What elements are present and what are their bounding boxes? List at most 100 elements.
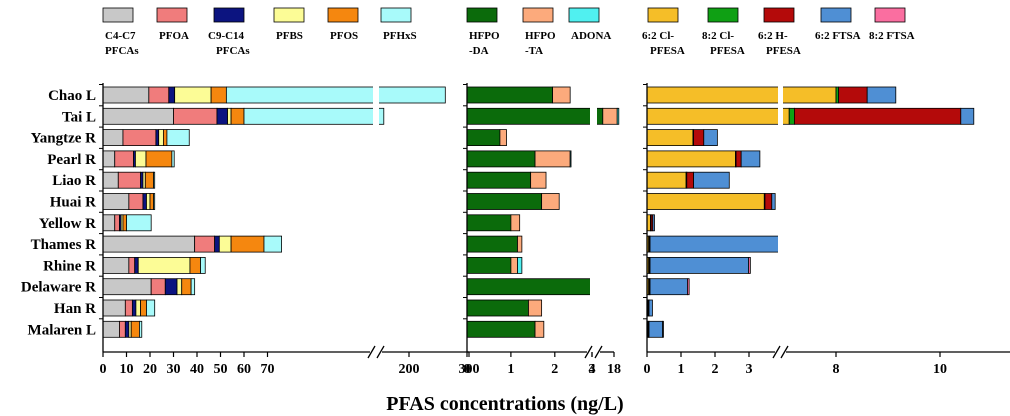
bar-huai-r-pfbs: [146, 193, 151, 210]
bar-delaware-r-8-2-ftsa: [687, 278, 690, 296]
legend-swatch-6-2-h-pfesa: [763, 7, 795, 23]
x-tick-label-3: 3: [746, 362, 753, 377]
x-tick-label-20: 20: [143, 362, 157, 377]
bar-malaren-l-hfpo-da: [466, 320, 536, 338]
x-tick-label-3: 3: [589, 362, 596, 377]
bar-tai-l-8-2-cl-pfesa: [788, 107, 795, 125]
bar-liao-r-pfoa: [117, 171, 142, 189]
bar-delaware-r-pfhxs: [190, 278, 196, 296]
bar-yangtze-r-pfos: [162, 129, 168, 147]
category-label-delaware-r: Delaware R: [21, 280, 96, 296]
bar-rhine-r-c4-c7-pfcas: [102, 256, 130, 274]
bar-chao-l-hfpo-da: [466, 86, 554, 104]
bar-tai-l-c4-c7-pfcas: [102, 107, 174, 125]
bar-chao-l-c9-c14-pfcas: [168, 86, 176, 104]
bar-yangtze-r-pfoa: [122, 129, 157, 147]
bar-malaren-l-hfpo-ta: [534, 320, 545, 338]
bar-pearl-r-adona: [569, 150, 572, 168]
legend-label-c4-c7-pfcas: PFCAs: [105, 45, 139, 57]
bar-pearl-r-hfpo-da: [466, 150, 536, 168]
legend-label-pfbs: PFBS: [276, 30, 303, 42]
axis-break-mark: [772, 345, 781, 359]
category-label-pearl-r: Pearl R: [47, 152, 96, 168]
bar-han-r-pfos: [140, 299, 147, 317]
bar-thames-r-pfhxs: [263, 235, 283, 253]
bar-pearl-r-hfpo-ta: [534, 150, 571, 168]
bar-yangtze-r-pfbs: [158, 129, 164, 147]
bar-tai-l-pfos: [230, 107, 245, 125]
bar-chao-l-6-2-cl-pfesa: [646, 86, 837, 104]
bar-malaren-l-pfhxs: [139, 320, 143, 338]
legend-swatch-pfbs: [273, 7, 305, 23]
panel-cl-pfesa-ftsa: 012381012: [643, 83, 1010, 377]
bar-liao-r-pfhxs: [153, 171, 156, 189]
bar-rhine-r-pfhxs: [200, 256, 206, 274]
category-label-han-r: Han R: [54, 301, 96, 317]
bar-liao-r-6-2-ftsa: [693, 171, 730, 189]
category-labels: Chao L Tai L Yangtze R Pearl R Liao R Huai R Y…: [21, 88, 96, 338]
bar-yellow-r-c4-c7-pfcas: [102, 214, 116, 232]
category-label-chao-l: Chao L: [48, 88, 96, 104]
x-tick-label-2: 2: [712, 362, 719, 377]
bar-tai-l-pfhxs: [243, 107, 385, 125]
bar-huai-r-hfpo-da: [466, 193, 543, 210]
bar-tai-l-6-2-cl-pfesa: [646, 107, 790, 125]
bar-chao-l-pfoa: [148, 86, 170, 104]
legend-swatch-6-2-ftsa: [820, 7, 852, 23]
axis-break-mark: [367, 345, 376, 359]
axis-break-gap: [590, 83, 597, 343]
bar-han-r-c4-c7-pfcas: [102, 299, 126, 317]
bar-yangtze-r-6-2-h-pfesa: [693, 129, 705, 147]
category-label-yellow-r: Yellow R: [39, 216, 96, 232]
category-label-yangtze-r: Yangtze R: [31, 131, 97, 147]
x-tick-label-30: 30: [167, 362, 181, 377]
bar-liao-r-c4-c7-pfcas: [102, 171, 119, 189]
x-tick-label-4: 4: [589, 362, 596, 377]
bar-pearl-r-6-2-cl-pfesa: [646, 150, 736, 168]
bar-delaware-r-c9-c14-pfcas: [164, 278, 178, 296]
bar-chao-l-pfhxs: [225, 86, 446, 104]
legend-label-hfpo-da: -DA: [469, 45, 489, 57]
x-tick-label-10: 10: [120, 362, 134, 377]
x-tick-label-2: 2: [551, 362, 558, 377]
legend-label-6-2-cl-pfesa: PFESA: [650, 45, 685, 57]
bar-huai-r-hfpo-ta: [541, 193, 560, 210]
legend-label-6-2-cl-pfesa: 6:2 Cl-: [642, 30, 674, 42]
bar-tai-l-6-2-ftsa: [960, 107, 975, 125]
x-tick-label-10: 10: [933, 362, 947, 377]
bar-malaren-l-pfoa: [119, 320, 126, 338]
x-tick-label-18: 18: [607, 362, 621, 377]
bar-malaren-l-c9-c14-pfcas: [124, 320, 130, 338]
x-tick-label-200: 200: [399, 362, 420, 377]
legend-label-8-2-cl-pfesa: PFESA: [710, 45, 745, 57]
bar-han-r-6-2-ftsa: [648, 299, 653, 317]
bar-chao-l-hfpo-ta: [552, 86, 571, 104]
legend-label-pfoa: PFOA: [159, 30, 189, 42]
bar-huai-r-6-2-ftsa: [771, 193, 776, 210]
bar-yellow-r-pfos: [122, 214, 127, 232]
legend-label-adona: ADONA: [571, 30, 611, 42]
legend-label-8-2-ftsa: 8:2 FTSA: [869, 30, 915, 42]
bar-liao-r-6-2-h-pfesa: [686, 171, 694, 189]
x-tick-label-70: 70: [261, 362, 275, 377]
bar-tai-l-hfpo-da: [466, 107, 604, 125]
bar-huai-r-pfoa: [128, 193, 144, 210]
bar-tai-l-c9-c14-pfcas: [216, 107, 228, 125]
bar-rhine-r-8-2-ftsa: [748, 256, 751, 274]
legend-swatch-pfoa: [156, 7, 188, 23]
category-label-huai-r: Huai R: [50, 195, 96, 211]
axis-break-mark: [780, 345, 789, 359]
legend-swatch-pfos: [327, 7, 359, 23]
x-tick-label-50: 50: [214, 362, 228, 377]
bar-han-r-c9-c14-pfcas: [131, 299, 137, 317]
bar-rhine-r-hfpo-da: [466, 256, 512, 274]
legend-label-6-2-h-pfesa: PFESA: [766, 45, 801, 57]
legend-swatch-c9-c14-pfcas: [213, 7, 245, 23]
bar-rhine-r-c9-c14-pfcas: [134, 256, 139, 274]
axis-break-mark: [376, 345, 385, 359]
bar-thames-r-hfpo-da: [466, 235, 518, 253]
x-tick-label-1: 1: [678, 362, 685, 377]
bar-rhine-r-6-2-ftsa: [649, 256, 750, 274]
x-tick-label-8: 8: [833, 362, 840, 377]
bar-chao-l-pfbs: [174, 86, 212, 104]
